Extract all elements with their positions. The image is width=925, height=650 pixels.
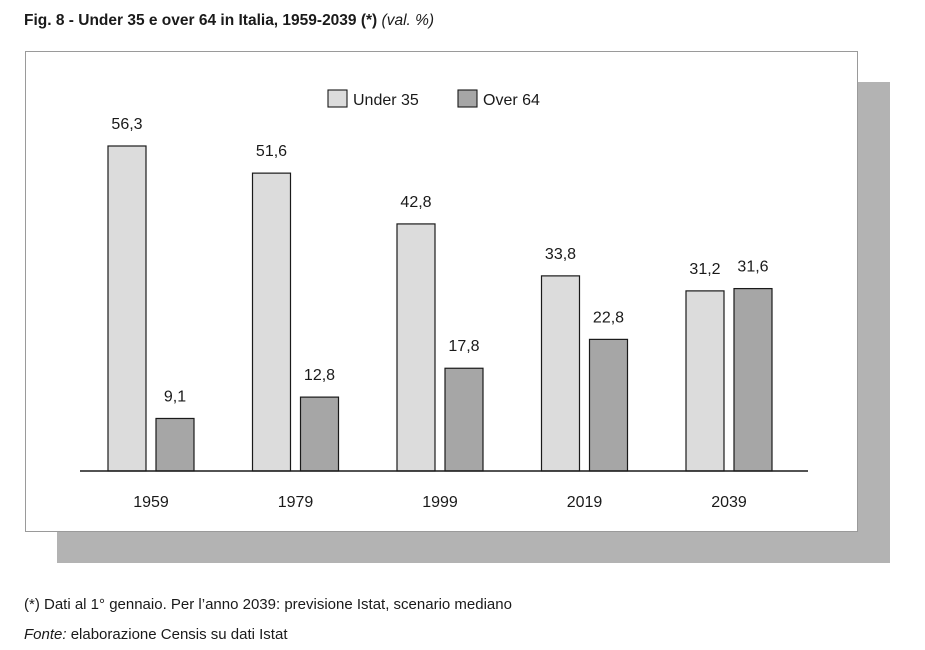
bar-under35-2039	[685, 290, 725, 472]
value-label-under35-1959: 56,3	[111, 116, 142, 133]
x-tick-label-1959: 1959	[133, 494, 169, 511]
source-label: Fonte:	[24, 626, 67, 643]
bar-under35-2019	[540, 275, 581, 472]
bar-over64-2039	[733, 287, 773, 472]
bar-under35-1979	[251, 172, 292, 472]
bar-over64-2019	[588, 338, 629, 472]
bar-under35-1959	[107, 145, 147, 472]
value-label-over64-2039: 31,6	[737, 259, 768, 276]
source-note: Fonte: elaborazione Censis su dati Istat	[24, 626, 288, 643]
x-tick-label-2019: 2019	[567, 494, 603, 511]
value-label-over64-1999: 17,8	[448, 338, 479, 355]
figure-title-main: Fig. 8 - Under 35 e over 64 in Italia, 1…	[24, 12, 378, 29]
value-label-under35-1999: 42,8	[400, 194, 431, 211]
value-label-over64-2019: 22,8	[593, 309, 624, 326]
figure-title-unit: (val. %)	[381, 12, 435, 29]
x-tick-label-1999: 1999	[422, 494, 458, 511]
value-label-under35-1979: 51,6	[256, 143, 287, 160]
figure-title: Fig. 8 - Under 35 e over 64 in Italia, 1…	[24, 12, 434, 30]
legend-label-under35: Under 35	[353, 92, 419, 109]
footnote: (*) Dati al 1° gennaio. Per l’anno 2039:…	[24, 596, 512, 613]
bar-over64-1999	[444, 367, 484, 472]
value-label-over64-1979: 12,8	[304, 367, 335, 384]
bar-over64-1979	[299, 396, 340, 472]
bar-under35-1999	[396, 223, 436, 472]
source-text: elaborazione Censis su dati Istat	[66, 626, 288, 643]
value-label-under35-2039: 31,2	[689, 261, 720, 278]
legend-swatch-under35	[327, 89, 348, 108]
legend-swatch-over64	[457, 89, 478, 108]
value-label-over64-1959: 9,1	[164, 388, 186, 405]
x-tick-label-1979: 1979	[278, 494, 314, 511]
bar-over64-1959	[155, 417, 195, 472]
bar-chart: 56,3 9,1 1959 51,6 12,8 1979 42,8 17,8 1999 33,8 2…	[80, 89, 808, 511]
value-label-under35-2019: 33,8	[545, 246, 576, 263]
legend-label-over64: Over 64	[483, 92, 540, 109]
x-tick-label-2039: 2039	[711, 494, 747, 511]
chart-panel: 56,3 9,1 1959 51,6 12,8 1979 42,8 17,8 1999 33,8 2…	[25, 51, 858, 532]
